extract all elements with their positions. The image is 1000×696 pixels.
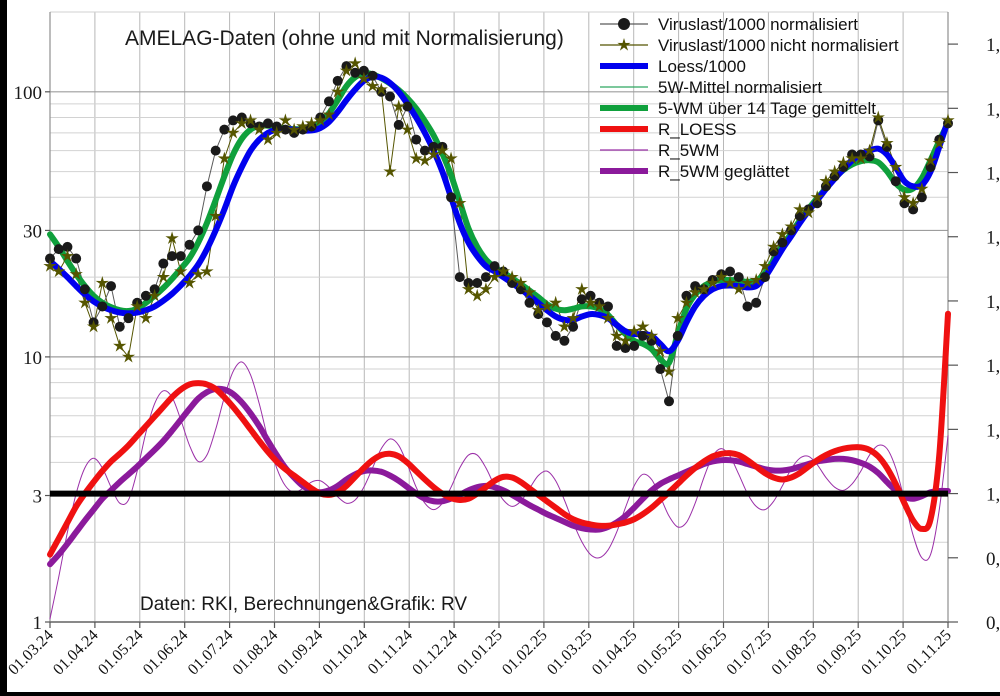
y-left-tick-1: 1 (33, 613, 43, 634)
legend-item-r_5wm: R_5WM (600, 141, 719, 160)
data-source-note: Daten: RKI, Berechnungen&Grafik: RV (140, 594, 467, 615)
y-right-tick-1,40: 1,40 (986, 228, 1000, 249)
legend-item-wm5_14d: 5-WM über 14 Tage gemittelt (600, 99, 876, 118)
legend-label-viruslast_norm: Viruslast/1000 normalisiert (658, 15, 858, 34)
x-tick-01.09.24: 01.09.24 (275, 627, 327, 679)
x-tick-01.03.25: 01.03.25 (544, 627, 596, 679)
y-right-tick-1,10: 1,10 (986, 420, 1000, 441)
x-tick-01.10.24: 01.10.24 (320, 627, 372, 679)
x-tick-01.06.24: 01.06.24 (140, 627, 192, 679)
y-right-tick-0,80: 0,80 (986, 613, 1000, 634)
y-right-tick-1,00: 1,00 (986, 485, 1000, 506)
legend-label-loess: Loess/1000 (658, 57, 746, 76)
y-left-tick-3: 3 (33, 487, 43, 508)
y-right-tick-1,60: 1,60 (986, 99, 1000, 120)
x-tick-01.05.25: 01.05.25 (634, 627, 686, 679)
x-tick-01.01.25: 01.01.25 (454, 627, 506, 679)
page-title: AMELAG-Daten (ohne und mit Normalisierun… (125, 27, 564, 50)
legend-item-r_loess: R_LOESS (600, 120, 736, 139)
x-tick-01.12.24: 01.12.24 (409, 627, 461, 679)
x-tick-01.10.25: 01.10.25 (858, 627, 910, 679)
axis-labels: 100 30 10 3 1 1,70 1,60 1,50 1,40 1,30 1,20 1,10 1,0… (14, 35, 1000, 634)
y-left-tick-30: 30 (23, 221, 42, 242)
data-markers (43, 56, 955, 407)
legend-item-viruslast_norm: Viruslast/1000 normalisiert (600, 15, 858, 34)
legend-label-r_5wm_smooth: R_5WM geglättet (658, 162, 790, 181)
left-border-strip (0, 0, 7, 696)
x-tick-01.08.25: 01.08.25 (769, 627, 821, 679)
x-tick-01.05.24: 01.05.24 (95, 627, 147, 679)
legend-label-wm5_14d: 5-WM über 14 Tage gemittelt (658, 99, 876, 118)
legend-item-loess: Loess/1000 (600, 57, 746, 76)
legend-item-wm5_norm: 5W-Mittel normalisiert (600, 78, 822, 97)
x-tick-01.11.24: 01.11.24 (365, 627, 416, 678)
legend-label-wm5_norm: 5W-Mittel normalisiert (658, 78, 822, 97)
legend-label-r_loess: R_LOESS (658, 120, 736, 139)
y-right-tick-1,70: 1,70 (986, 35, 1000, 56)
x-tick-01.03.24: 01.03.24 (5, 627, 57, 679)
y-left-tick-10: 10 (23, 348, 42, 369)
legend-item-r_5wm_smooth: R_5WM geglättet (600, 162, 790, 181)
chart-legend: Viruslast/1000 normalisiert Viruslast/100… (600, 15, 899, 181)
legend-label-r_5wm: R_5WM (658, 141, 719, 160)
x-axis-tick-labels: 01.03.2401.04.2401.05.2401.06.2401.07.24… (5, 622, 955, 678)
x-tick-01.04.24: 01.04.24 (50, 627, 102, 679)
x-tick-01.11.25: 01.11.25 (904, 627, 955, 678)
x-tick-01.02.25: 01.02.25 (499, 627, 551, 679)
y-right-tick-0,90: 0,90 (986, 549, 1000, 570)
x-tick-01.06.25: 01.06.25 (679, 627, 731, 679)
y-right-tick-1,50: 1,50 (986, 164, 1000, 185)
legend-label-viruslast_nicht_norm: Viruslast/1000 nicht normalisiert (658, 36, 899, 55)
x-tick-01.09.25: 01.09.25 (813, 627, 865, 679)
x-tick-01.07.25: 01.07.25 (724, 627, 776, 679)
series-lines (47, 62, 951, 620)
x-tick-01.07.24: 01.07.24 (185, 627, 237, 679)
x-tick-01.04.25: 01.04.25 (589, 627, 641, 679)
y-right-tick-1,30: 1,30 (986, 292, 1000, 313)
y-left-tick-100: 100 (14, 83, 43, 104)
y-right-tick-1,20: 1,20 (986, 356, 1000, 377)
x-tick-01.08.24: 01.08.24 (230, 627, 282, 679)
bottom-border-strip (0, 692, 1000, 696)
legend-item-viruslast_nicht_norm: Viruslast/1000 nicht normalisiert (600, 36, 899, 55)
